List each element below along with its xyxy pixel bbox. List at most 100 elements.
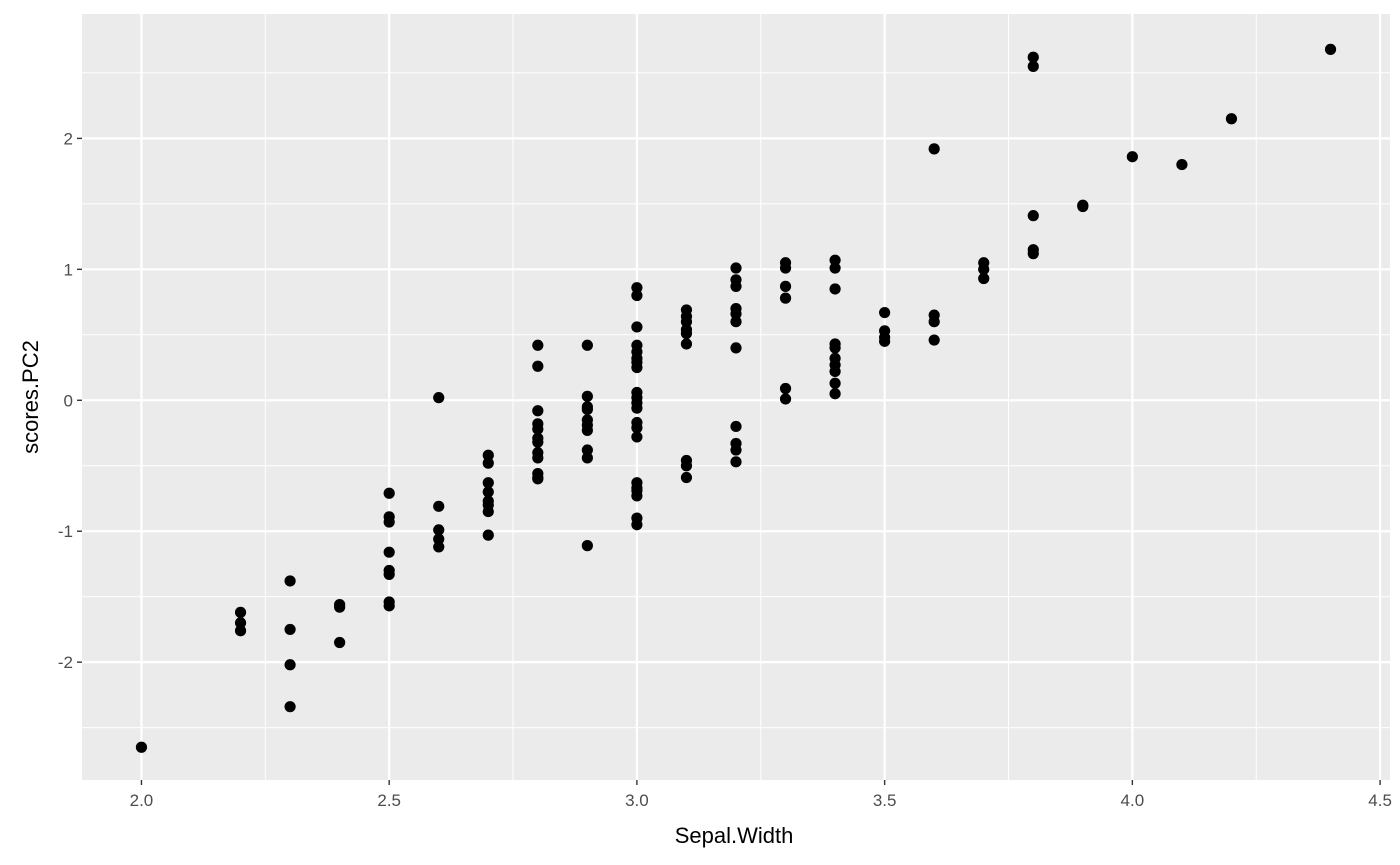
data-point (680, 327, 693, 340)
data-point (631, 282, 643, 294)
data-point (433, 541, 445, 553)
data-point (234, 606, 247, 618)
data-point (631, 422, 643, 434)
x-tick-label: 3.5 (873, 791, 897, 810)
y-axis: -2 -1 0 1 2 (58, 129, 82, 672)
data-point (482, 529, 494, 541)
data-point (284, 623, 296, 636)
data-point (284, 659, 296, 671)
x-axis-title: Sepal.Width (675, 823, 794, 848)
y-tick-label: -2 (58, 653, 73, 672)
data-point (1027, 60, 1039, 72)
data-point (234, 617, 247, 629)
data-point (383, 516, 395, 528)
data-point (1027, 51, 1039, 63)
data-point (829, 262, 841, 274)
x-tick-label: 2.5 (377, 791, 401, 810)
data-point (334, 601, 346, 613)
y-tick-label: 2 (64, 129, 73, 148)
data-point (680, 471, 693, 484)
data-point (730, 316, 742, 328)
y-tick-label: 1 (64, 260, 73, 279)
data-point (1027, 210, 1039, 222)
data-point (581, 390, 593, 402)
data-point (284, 575, 296, 587)
data-point (284, 701, 296, 713)
x-tick-label: 3.0 (625, 791, 649, 810)
data-point (581, 339, 593, 351)
data-point (532, 360, 544, 372)
data-point (829, 388, 841, 400)
data-point (581, 444, 593, 456)
data-points (135, 43, 1337, 753)
data-point (730, 456, 742, 468)
data-point (879, 306, 891, 319)
data-point (631, 402, 643, 414)
data-point (631, 321, 643, 333)
data-point (631, 289, 643, 302)
data-point (829, 365, 841, 378)
grid-minor (82, 14, 1390, 780)
data-point (779, 262, 792, 274)
data-point (829, 283, 841, 295)
data-point (383, 600, 395, 612)
data-point (532, 452, 544, 464)
data-point (532, 473, 544, 485)
data-point (631, 490, 643, 502)
data-point (482, 449, 494, 461)
x-tick-label: 4.5 (1368, 791, 1392, 810)
data-point (779, 382, 792, 395)
data-point (1324, 43, 1337, 55)
data-point (581, 424, 593, 436)
data-point (779, 292, 792, 304)
data-point (779, 280, 792, 292)
data-point (383, 546, 395, 558)
data-point (631, 361, 643, 374)
data-point (383, 487, 395, 499)
x-axis: 2.0 2.5 3.0 3.5 4.0 4.5 (130, 780, 1392, 810)
x-tick-label: 2.0 (130, 791, 154, 810)
data-point (1126, 151, 1138, 163)
data-point (928, 316, 940, 328)
data-point (680, 316, 693, 328)
y-axis-title: scores.PC2 (18, 340, 43, 454)
data-point (879, 335, 891, 347)
data-point (581, 452, 593, 464)
data-point (730, 420, 742, 433)
x-tick-label: 4.0 (1121, 791, 1145, 810)
data-point (532, 339, 544, 351)
data-point (978, 272, 990, 285)
data-point (482, 505, 494, 518)
data-point (928, 143, 940, 155)
data-point (433, 524, 445, 536)
data-point (581, 540, 593, 552)
data-point (680, 460, 693, 472)
data-point (829, 377, 841, 389)
data-point (730, 262, 742, 274)
data-point (433, 533, 445, 545)
data-point (532, 436, 544, 448)
data-point (581, 403, 593, 416)
data-point (383, 568, 395, 581)
data-point (433, 392, 445, 404)
data-point (829, 254, 841, 266)
data-point (135, 741, 148, 753)
data-point (1225, 113, 1238, 125)
data-point (482, 486, 494, 498)
data-point (730, 280, 742, 292)
y-tick-label: -1 (58, 522, 73, 541)
data-point (1176, 158, 1188, 171)
data-point (532, 423, 544, 435)
data-point (482, 457, 494, 469)
data-point (730, 444, 742, 456)
data-point (334, 636, 346, 649)
y-tick-label: 0 (64, 391, 73, 410)
data-point (1027, 248, 1039, 260)
data-point (730, 308, 742, 320)
data-point (433, 500, 445, 512)
data-point (829, 342, 841, 354)
data-point (978, 263, 990, 275)
data-point (482, 477, 494, 489)
data-point (631, 431, 643, 443)
